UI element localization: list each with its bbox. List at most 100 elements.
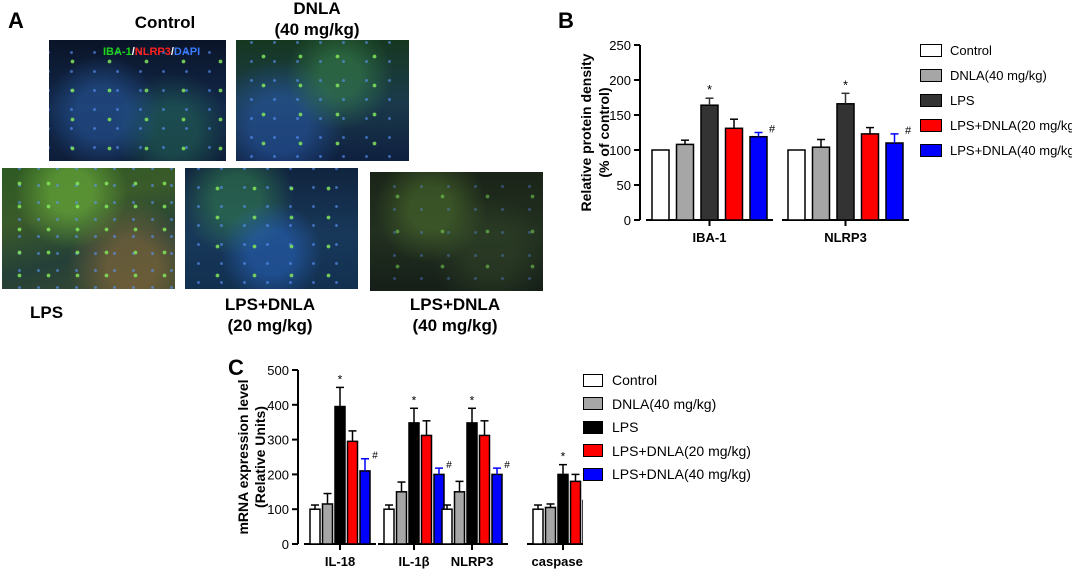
image-lps-dnla40 [370, 172, 543, 291]
panel-a-letter: A [8, 8, 24, 33]
chart-b: 0 50 100 150 200 250 Relative protein density(… [578, 38, 912, 245]
legend-label: LPS+DNLA(20 mg/kg) [612, 442, 751, 459]
label-lps: LPS [30, 303, 64, 322]
legend-swatch [583, 397, 603, 410]
legend-label: Control [612, 372, 658, 388]
bar [557, 473, 569, 545]
star-mark: * [470, 393, 475, 407]
bar [408, 422, 420, 545]
label-lps-dnla20-line2: (20 mg/kg) [227, 316, 313, 335]
star-mark: * [412, 393, 417, 407]
x-tick-label-1: NLRP3 [824, 230, 867, 245]
stain-iba1: IBA-1 [103, 46, 132, 58]
panel-c-letter: C [228, 355, 244, 380]
y-axis-label-line1: mRNA expression level [238, 379, 251, 534]
legend-item: LPS [920, 93, 975, 108]
x-tick-label-3: caspase-1 [532, 554, 583, 569]
x-tick-label-0: IL-18 [325, 554, 355, 569]
y-axis-label-line2: (Relative Units) [252, 406, 268, 508]
legend-label: LPS+DNLA(20 mg/kg) [950, 118, 1072, 133]
chart-c: 0 100 200 300 400 500 mRNA expression level(Re… [238, 363, 583, 569]
legend-label: LPS+DNLA(40 mg/kg) [612, 466, 751, 482]
hash-mark: # [905, 125, 912, 137]
panel-b-letter: B [558, 8, 574, 33]
star-mark: * [707, 82, 712, 97]
image-control: IBA-1/NLRP3/DAPI [49, 40, 226, 161]
stain-slash-2: / [170, 46, 174, 58]
legend-swatch [920, 144, 942, 157]
legend-label: LPS [950, 93, 975, 108]
legend-item: LPS+DNLA(20 mg/kg) [583, 443, 751, 459]
label-lps-dnla20: LPS+DNLA (20 mg/kg) [195, 294, 345, 336]
legend-label: LPS+DNLA(40 mg/kg) [950, 143, 1072, 158]
legend-item: LPS+DNLA(20 mg/kg) [920, 118, 1072, 133]
bar [569, 480, 582, 545]
hash-mark: # [372, 451, 378, 462]
legend-item: Control [920, 43, 992, 58]
legend-swatch [583, 467, 603, 481]
star-mark: * [843, 77, 848, 92]
bar [359, 470, 371, 545]
legend-item: LPS+DNLA(40 mg/kg) [583, 466, 751, 482]
x-tick-label-0: IBA-1 [693, 230, 727, 245]
hash-mark: # [769, 124, 776, 136]
legend-swatch [920, 94, 942, 107]
label-dnla: DNLA (40 mg/kg) [247, 0, 387, 40]
bar [749, 135, 768, 221]
bar [466, 422, 478, 545]
bar [532, 508, 544, 545]
legend-label: DNLA(40 mg/kg) [612, 395, 717, 412]
bar [478, 434, 491, 545]
bar [420, 434, 433, 545]
legend-item: DNLA(40 mg/kg) [920, 68, 1047, 83]
bar [346, 440, 359, 545]
legend-label: DNLA(40 mg/kg) [950, 68, 1047, 83]
y-tick-label-2: 200 [267, 467, 289, 482]
x-tick-label-2: NLRP3 [451, 554, 494, 569]
hash-mark: # [446, 460, 452, 471]
bar [700, 104, 719, 221]
image-lps-dnla20 [185, 168, 358, 289]
label-lps-dnla40-line1: LPS+DNLA [409, 295, 501, 314]
y-axis-label-line2: (% of control) [596, 87, 612, 177]
bar [491, 473, 503, 545]
bar [383, 508, 395, 545]
y-tick-label-2: 100 [609, 143, 631, 158]
x-tick-label-1: IL-1β [398, 554, 429, 569]
hash-mark: # [504, 460, 510, 471]
legend-swatch [920, 44, 942, 57]
legend-swatch [920, 119, 942, 132]
y-tick-label-0: 0 [624, 213, 631, 228]
y-tick-label-3: 150 [609, 108, 631, 123]
star-mark: * [338, 372, 343, 386]
legend-label: Control [950, 43, 992, 58]
star-mark: * [561, 450, 566, 464]
bar [309, 508, 321, 545]
y-tick-label-1: 50 [617, 178, 631, 193]
image-dnla-texture [236, 40, 409, 161]
bar [334, 405, 346, 545]
legend-swatch [920, 69, 942, 82]
label-lps-dnla20-line1: LPS+DNLA [224, 295, 316, 314]
label-dnla-line1: DNLA [293, 0, 341, 18]
legend-swatch [583, 373, 603, 387]
y-tick-label-5: 500 [267, 363, 289, 378]
stain-legend: IBA-1/NLRP3/DAPI [103, 46, 200, 58]
label-lps-dnla40-line2: (40 mg/kg) [412, 316, 498, 335]
legend-item: LPS+DNLA(40 mg/kg) [920, 143, 1072, 158]
bar [811, 146, 831, 221]
y-tick-label-4: 400 [267, 398, 289, 413]
label-dnla-line2: (40 mg/kg) [274, 20, 360, 39]
stain-dapi: DAPI [173, 46, 201, 58]
y-tick-label-5: 250 [609, 38, 631, 53]
bar [885, 142, 904, 221]
label-lps-dnla40: LPS+DNLA (40 mg/kg) [380, 294, 530, 336]
bar [724, 127, 744, 221]
y-tick-label-4: 200 [609, 73, 631, 88]
y-tick-label-3: 300 [267, 433, 289, 448]
legend-item: LPS [583, 419, 638, 435]
legend-item: DNLA(40 mg/kg) [583, 396, 716, 412]
bar [395, 491, 408, 545]
image-lps-dnla20-texture [185, 168, 358, 289]
image-lps-dnla40-texture [370, 172, 543, 291]
